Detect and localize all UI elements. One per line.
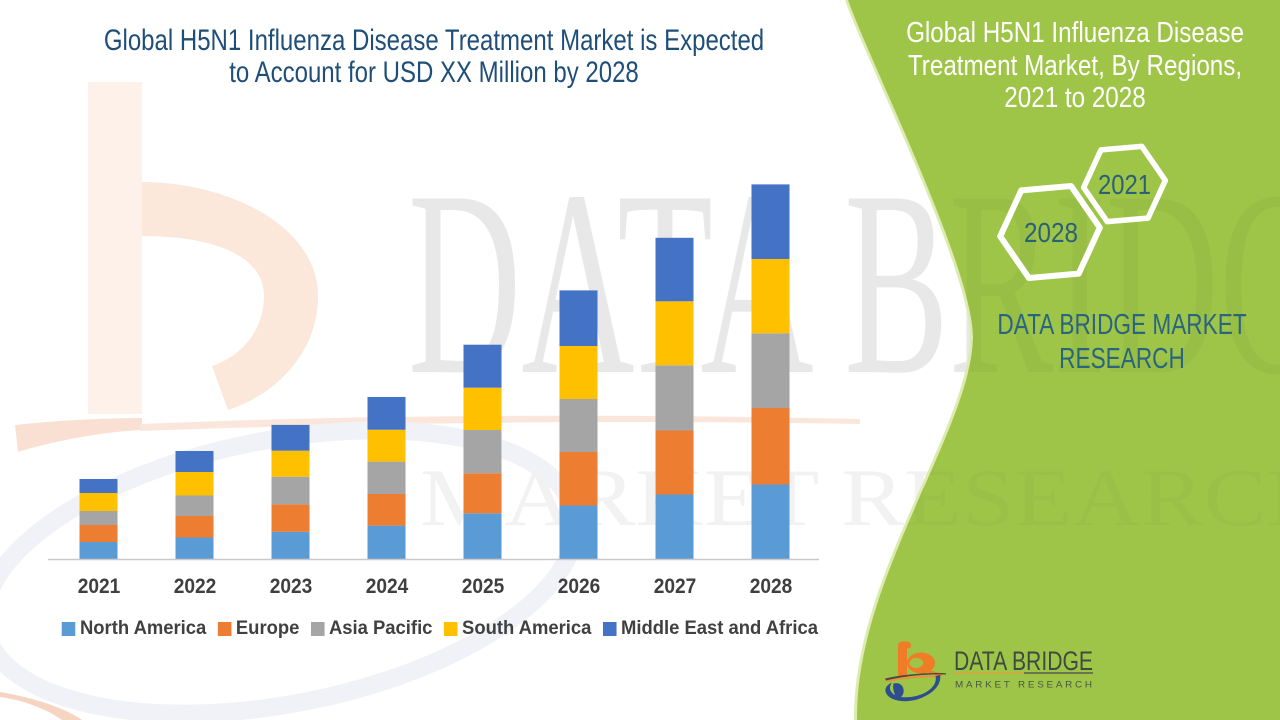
svg-text:2021: 2021 [1098, 169, 1151, 200]
svg-text:2028: 2028 [1024, 217, 1078, 248]
svg-text:DATA BRIDGE: DATA BRIDGE [954, 646, 1093, 676]
svg-text:M A R K E T R E S E A R C H: M A R K E T R E S E A R C H [955, 680, 1092, 690]
